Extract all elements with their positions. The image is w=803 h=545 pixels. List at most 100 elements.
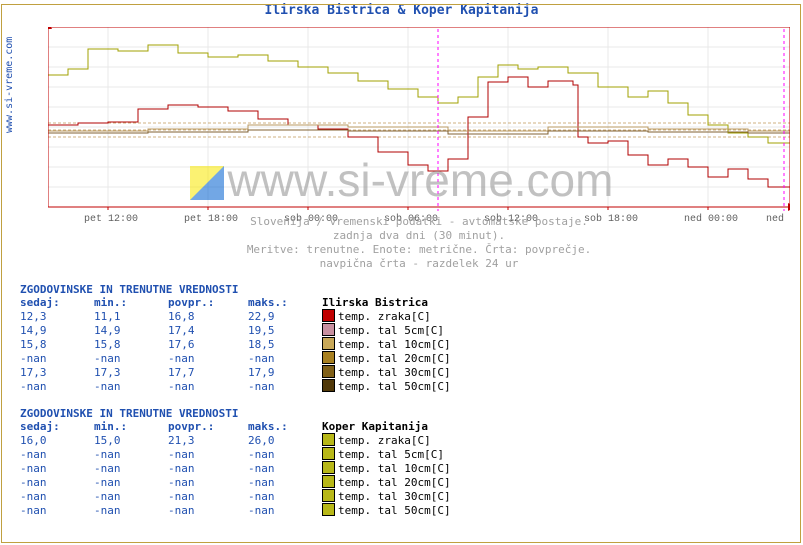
y-axis-label: www.si-vreme.com — [4, 37, 15, 133]
stats-table: ZGODOVINSKE IN TRENUTNE VREDNOSTIsedaj:m… — [20, 407, 451, 517]
color-swatch-icon — [322, 461, 335, 474]
line-chart: 2026pet 12:00pet 18:00sob 00:00sob 06:00… — [48, 27, 790, 227]
cell-value: -nan — [20, 380, 94, 393]
color-swatch-icon — [322, 503, 335, 516]
cell-value: 14,9 — [94, 324, 168, 337]
cell-value: -nan — [168, 352, 248, 365]
cell-value: -nan — [248, 380, 322, 393]
stats-table: ZGODOVINSKE IN TRENUTNE VREDNOSTIsedaj:m… — [20, 283, 451, 393]
table-title: ZGODOVINSKE IN TRENUTNE VREDNOSTI — [20, 283, 451, 296]
cell-value: -nan — [248, 448, 322, 461]
table-row: -nan-nan-nan-nantemp. tal 50cm[C] — [20, 379, 451, 393]
cell-value: -nan — [20, 504, 94, 517]
cell-value: 16,0 — [20, 434, 94, 447]
cell-value: -nan — [94, 462, 168, 475]
cell-value: -nan — [94, 476, 168, 489]
cell-value: -nan — [168, 490, 248, 503]
cell-value: 17,3 — [94, 366, 168, 379]
table-row: -nan-nan-nan-nantemp. tal 20cm[C] — [20, 351, 451, 365]
cell-value: 11,1 — [94, 310, 168, 323]
cell-value: 15,8 — [94, 338, 168, 351]
color-swatch-icon — [322, 309, 335, 322]
cell-value: -nan — [248, 476, 322, 489]
series-label: temp. tal 30cm[C] — [338, 366, 451, 379]
cell-value: -nan — [94, 504, 168, 517]
table-row: -nan-nan-nan-nantemp. tal 10cm[C] — [20, 461, 451, 475]
cell-value: 21,3 — [168, 434, 248, 447]
col-header: maks.: — [248, 296, 322, 309]
cell-value: -nan — [94, 490, 168, 503]
color-swatch-icon — [322, 351, 335, 364]
table-row: 12,311,116,822,9 temp. zraka[C] — [20, 309, 451, 323]
series-label: temp. tal 5cm[C] — [338, 324, 444, 337]
table-row: -nan-nan-nan-nantemp. tal 5cm[C] — [20, 447, 451, 461]
cell-value: 17,3 — [20, 366, 94, 379]
station-name: Koper Kapitanija — [322, 420, 428, 433]
series-label: temp. tal 50cm[C] — [338, 380, 451, 393]
series-label: temp. tal 10cm[C] — [338, 338, 451, 351]
color-swatch-icon — [322, 475, 335, 488]
col-header: maks.: — [248, 420, 322, 433]
footnote-line: zadnja dva dni (30 minut). — [48, 229, 790, 243]
cell-value: -nan — [168, 448, 248, 461]
table-row: 17,317,317,717,9temp. tal 30cm[C] — [20, 365, 451, 379]
col-header: min.: — [94, 296, 168, 309]
series-label: temp. tal 50cm[C] — [338, 504, 451, 517]
cell-value: -nan — [20, 490, 94, 503]
table-header: sedaj:min.:povpr.:maks.:Koper Kapitanija — [20, 420, 451, 433]
series-label: temp. zraka[C] — [338, 434, 431, 447]
color-swatch-icon — [322, 433, 335, 446]
footnote-line: Meritve: trenutne. Enote: metrične. Črta… — [48, 243, 790, 257]
col-header: sedaj: — [20, 296, 94, 309]
table-row: -nan-nan-nan-nantemp. tal 30cm[C] — [20, 489, 451, 503]
cell-value: -nan — [20, 352, 94, 365]
table-row: 16,015,021,326,0 temp. zraka[C] — [20, 433, 451, 447]
table-row: -nan-nan-nan-nantemp. tal 50cm[C] — [20, 503, 451, 517]
color-swatch-icon — [322, 489, 335, 502]
series-label: temp. tal 5cm[C] — [338, 448, 444, 461]
table-row: -nan-nan-nan-nantemp. tal 20cm[C] — [20, 475, 451, 489]
color-swatch-icon — [322, 379, 335, 392]
series-label: temp. tal 10cm[C] — [338, 462, 451, 475]
cell-value: 12,3 — [20, 310, 94, 323]
cell-value: -nan — [20, 462, 94, 475]
cell-value: 19,5 — [248, 324, 322, 337]
series-label: temp. tal 20cm[C] — [338, 352, 451, 365]
cell-value: -nan — [248, 490, 322, 503]
cell-value: 16,8 — [168, 310, 248, 323]
cell-value: 15,0 — [94, 434, 168, 447]
footnote-line: navpična črta - razdelek 24 ur — [48, 257, 790, 271]
table-title: ZGODOVINSKE IN TRENUTNE VREDNOSTI — [20, 407, 451, 420]
color-swatch-icon — [322, 337, 335, 350]
color-swatch-icon — [322, 323, 335, 336]
data-tables: ZGODOVINSKE IN TRENUTNE VREDNOSTIsedaj:m… — [20, 283, 451, 531]
cell-value: -nan — [168, 476, 248, 489]
col-header: min.: — [94, 420, 168, 433]
cell-value: -nan — [94, 380, 168, 393]
series-label: temp. tal 20cm[C] — [338, 476, 451, 489]
cell-value: 15,8 — [20, 338, 94, 351]
cell-value: -nan — [168, 380, 248, 393]
cell-value: 17,7 — [168, 366, 248, 379]
cell-value: -nan — [20, 476, 94, 489]
cell-value: 22,9 — [248, 310, 322, 323]
cell-value: 17,9 — [248, 366, 322, 379]
cell-value: 26,0 — [248, 434, 322, 447]
series-label: temp. zraka[C] — [338, 310, 431, 323]
cell-value: -nan — [168, 462, 248, 475]
cell-value: -nan — [248, 504, 322, 517]
cell-value: -nan — [248, 462, 322, 475]
cell-value: -nan — [248, 352, 322, 365]
cell-value: 14,9 — [20, 324, 94, 337]
cell-value: -nan — [94, 352, 168, 365]
chart-footnotes: Slovenija / vremenski podatki - avtomats… — [48, 215, 790, 271]
col-header: povpr.: — [168, 296, 248, 309]
cell-value: 17,6 — [168, 338, 248, 351]
chart-area: 2026pet 12:00pet 18:00sob 00:00sob 06:00… — [48, 27, 790, 207]
table-header: sedaj:min.:povpr.:maks.:Ilirska Bistrica — [20, 296, 451, 309]
color-swatch-icon — [322, 447, 335, 460]
cell-value: 18,5 — [248, 338, 322, 351]
series-label: temp. tal 30cm[C] — [338, 490, 451, 503]
color-swatch-icon — [322, 365, 335, 378]
table-row: 15,815,817,618,5temp. tal 10cm[C] — [20, 337, 451, 351]
